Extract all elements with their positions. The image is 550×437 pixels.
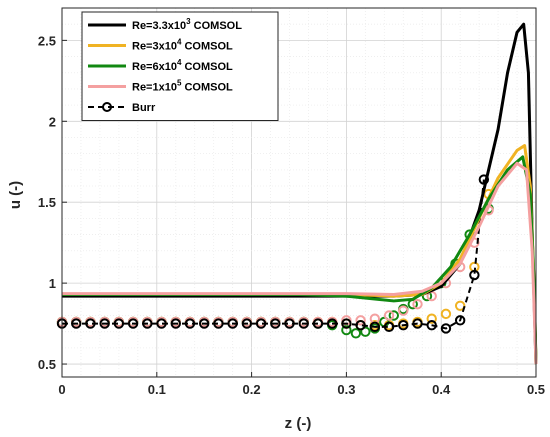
data-point: [454, 300, 466, 311]
data-point: [454, 315, 466, 326]
series-line: [62, 22, 538, 365]
data-point: [213, 318, 224, 329]
data-point: [341, 324, 352, 336]
data-point: [326, 318, 338, 329]
data-point: [227, 318, 238, 329]
data-point: [85, 318, 96, 329]
legend: Re=3.3x103 COMSOL Re=3x104 COMSOL Re=6x104…: [81, 11, 279, 121]
x-tick-label: 0.3: [337, 382, 355, 397]
data-point: [350, 328, 362, 339]
data-point: [360, 326, 371, 337]
series-line-dashed: [62, 179, 485, 330]
data-point: [383, 310, 395, 321]
data-point: [412, 298, 423, 310]
series-lines: [56, 22, 538, 365]
data-point: [355, 315, 366, 326]
legend-label: Re=1x105 COMSOL: [132, 79, 233, 94]
data-point: [142, 318, 153, 329]
data-point: [199, 318, 210, 329]
data-point: [398, 305, 409, 316]
y-tick-labels: 0.5 1 1.5 2 2.5: [38, 33, 56, 372]
data-point: [426, 313, 437, 324]
data-point: [113, 318, 125, 329]
data-point: [355, 320, 366, 331]
data-point: [255, 318, 267, 329]
data-point: [156, 318, 167, 329]
x-tick-label: 0.2: [243, 382, 261, 397]
data-point: [170, 318, 181, 329]
data-point: [71, 318, 82, 329]
data-point: [341, 318, 352, 329]
y-tick-label: 1.5: [38, 195, 56, 210]
data-point: [426, 320, 437, 331]
y-tick-label: 1: [49, 276, 56, 291]
y-axis-label: u (-): [7, 181, 24, 209]
x-tick-label: 0.1: [148, 382, 166, 397]
x-tick-label: 0: [58, 382, 65, 397]
legend-label: Re=3.3x103 COMSOL: [132, 17, 242, 32]
data-point: [99, 318, 110, 329]
data-point: [284, 318, 295, 329]
data-point: [469, 269, 480, 281]
legend-marker: [102, 102, 112, 112]
x-tick-labels: 0 0.1 0.2 0.3 0.4 0.5: [58, 382, 545, 397]
y-tick-label: 0.5: [38, 357, 56, 372]
legend-label: Burr: [132, 102, 156, 114]
legend-label: Re=3x104 COMSOL: [132, 38, 233, 53]
data-point: [270, 318, 281, 329]
data-point: [298, 318, 309, 329]
x-axis-label: z (-): [285, 415, 312, 432]
x-tick-label: 0.5: [527, 382, 545, 397]
data-point: [440, 323, 452, 334]
data-point: [369, 321, 381, 333]
data-point: [440, 308, 452, 320]
data-point: [184, 318, 196, 329]
y-tick-label: 2.5: [38, 33, 56, 48]
legend-label: Re=6x104 COMSOL: [132, 58, 233, 73]
series-line: [62, 161, 538, 365]
data-point: [383, 321, 395, 333]
data-point: [412, 318, 423, 329]
axes: [61, 7, 537, 378]
data-point: [388, 310, 399, 321]
plot-frame: [61, 7, 537, 378]
data-point: [398, 320, 409, 331]
x-tick-label: 0.4: [432, 382, 451, 397]
data-point: [241, 318, 253, 329]
y-tick-label: 2: [49, 114, 56, 129]
data-point: [127, 318, 139, 329]
data-point: [312, 318, 324, 329]
